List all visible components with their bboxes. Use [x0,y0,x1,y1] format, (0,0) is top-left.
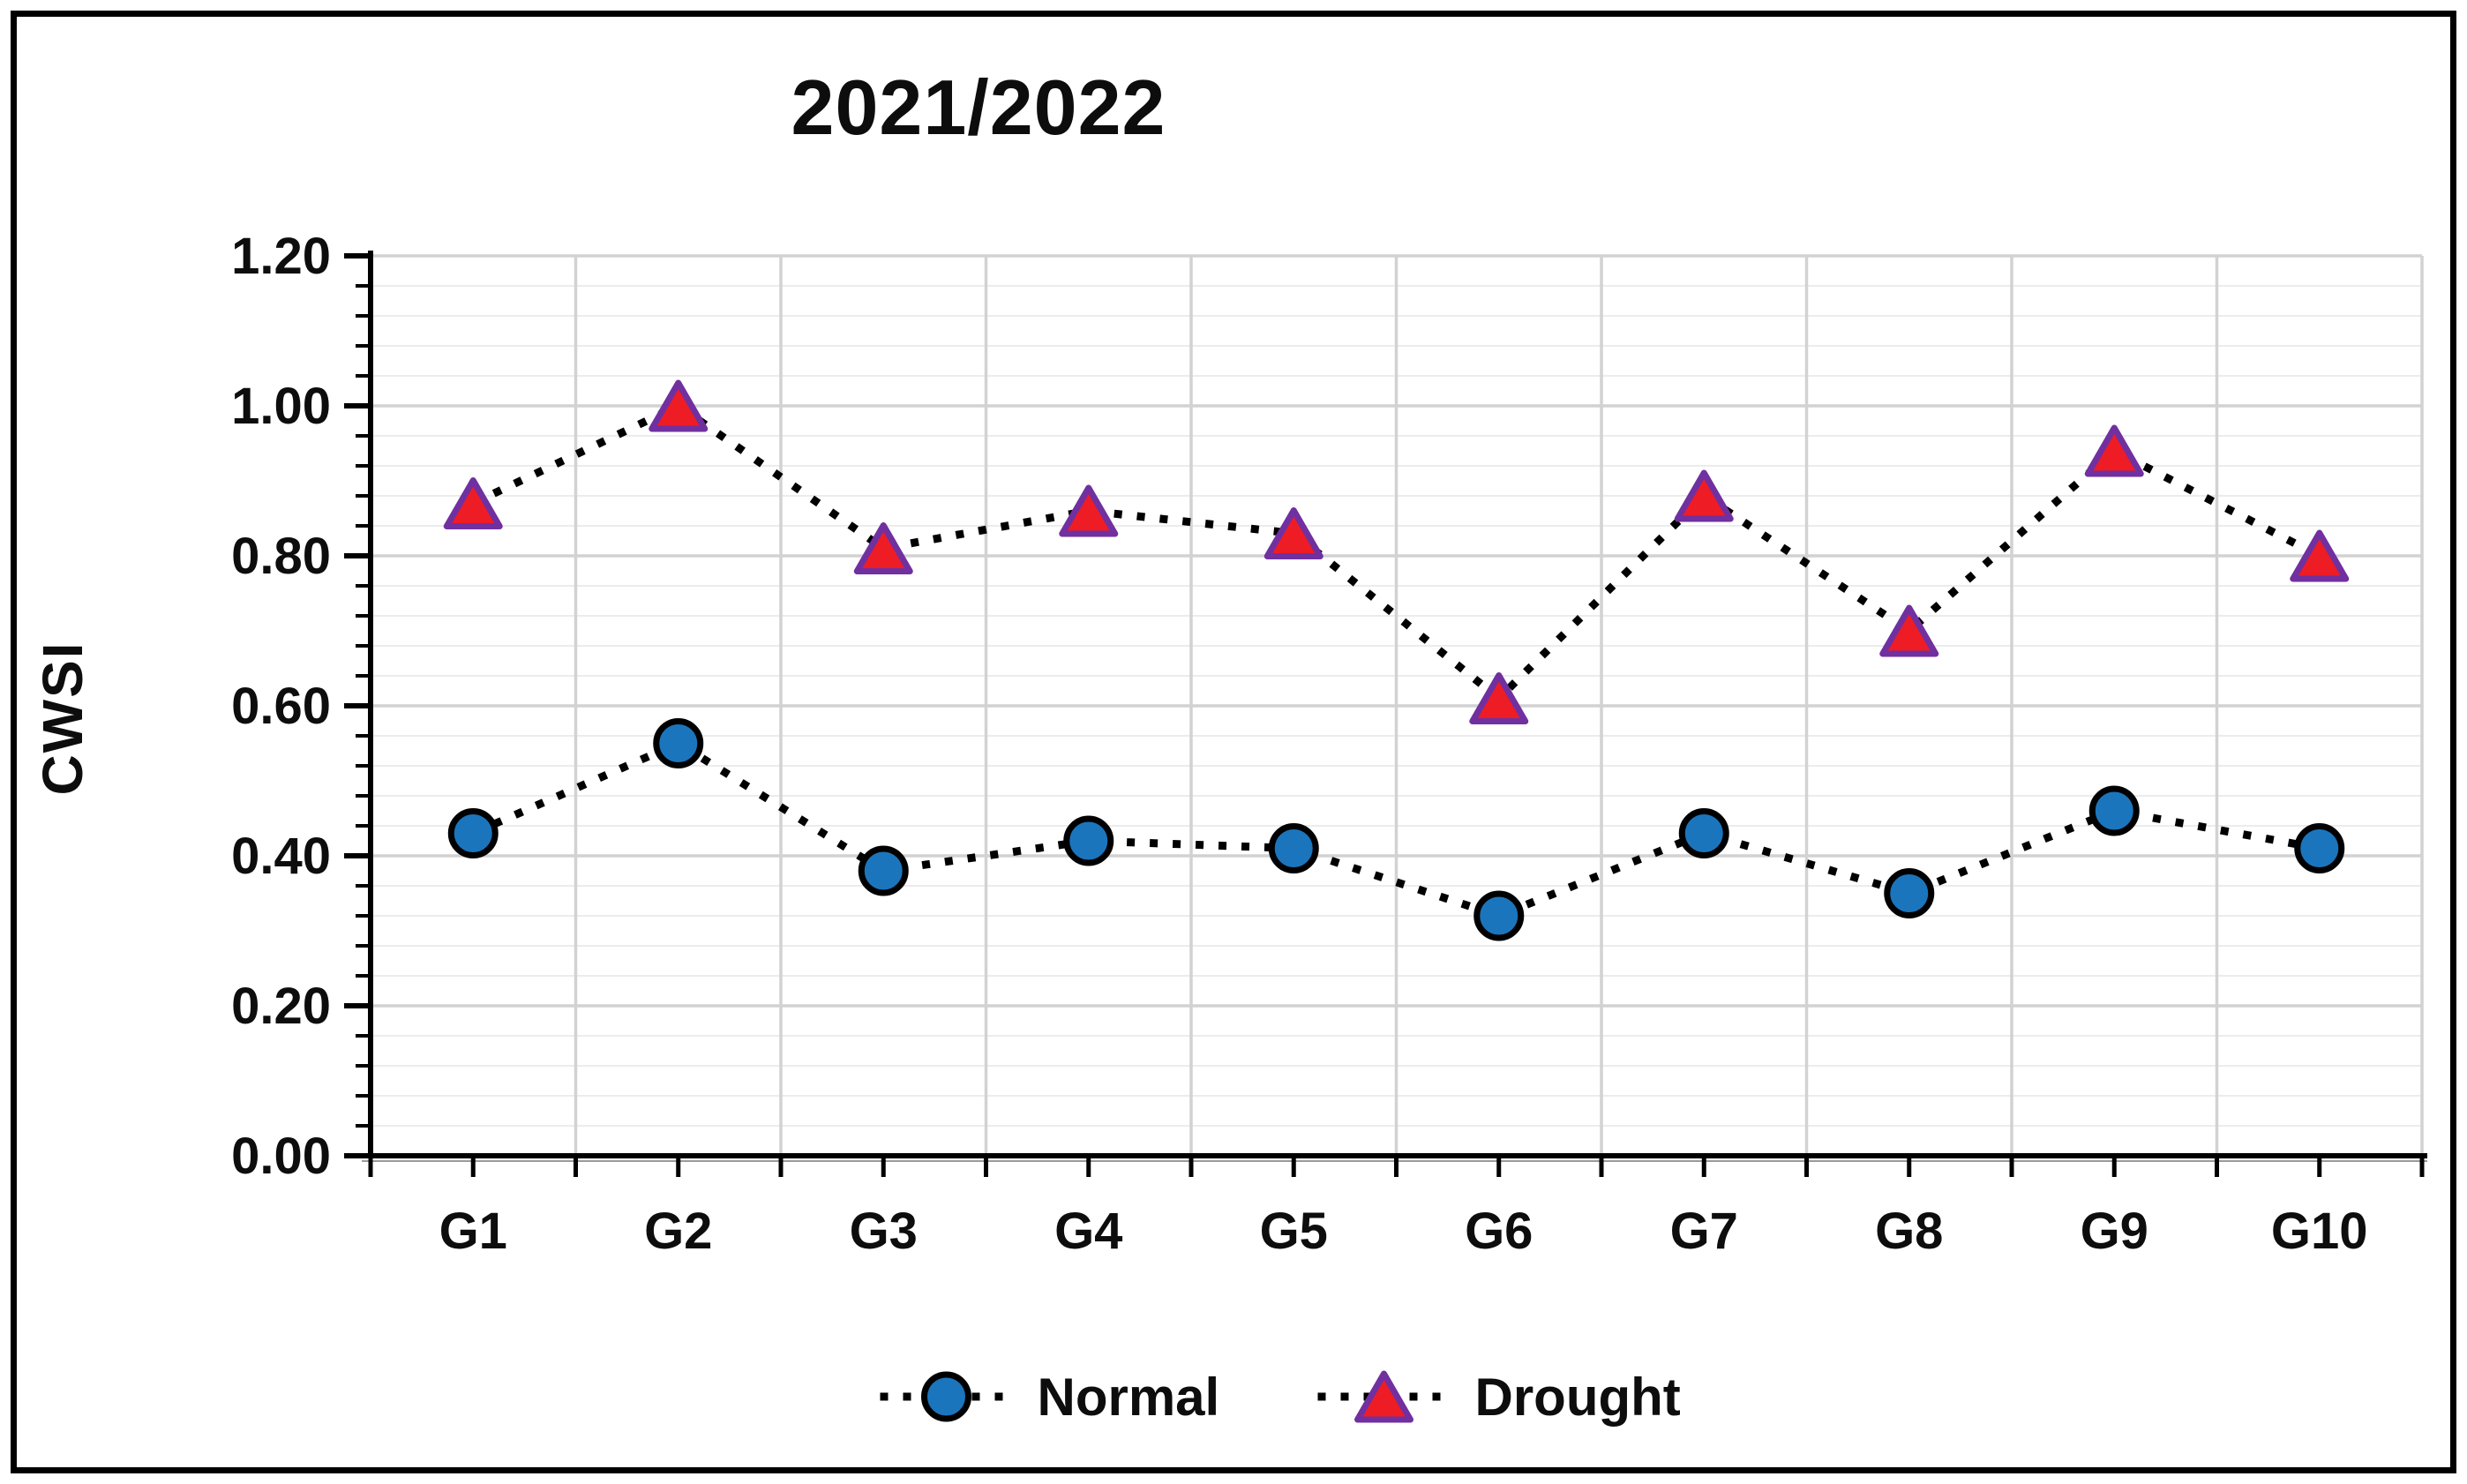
circle-marker-icon [1473,890,1525,941]
triangle-marker-icon [2290,529,2350,582]
triangle-marker-icon [853,522,913,574]
circle-marker-icon [858,845,909,896]
y-tick-label: 0.60 [231,678,331,735]
legend-item-drought: Drought [1317,1368,1681,1427]
y-tick-label: 1.20 [231,228,331,285]
triangle-marker-icon [1469,672,1529,724]
y-tick-label: 0.80 [231,528,331,585]
chart-border-frame: 2021/2022 CWSI 0.00 0.20 0.40 0.60 0.80 1.00 1… [11,11,2456,1473]
cwsi-line-chart: 0.00 0.20 0.40 0.60 0.80 1.00 1.20 G1 G2 G3 G4 G5 G6… [231,228,2427,1427]
x-tick-label: G1 [439,1203,507,1260]
x-tick-label: G5 [1260,1203,1328,1260]
x-tick-label: G9 [2081,1203,2148,1260]
triangle-marker-icon [649,379,709,432]
circle-marker-icon [1884,868,1935,918]
circle-marker-icon [1268,823,1319,873]
triangle-marker-icon [1674,469,1734,522]
y-tick-label: 0.00 [231,1128,331,1185]
triangle-marker-icon [1263,507,1323,559]
series-drought-line [471,401,2321,704]
series-normal-line [471,738,2321,920]
x-tick-label: G2 [644,1203,712,1260]
legend-label-drought: Drought [1475,1368,1681,1427]
triangle-marker-icon [2084,424,2144,477]
y-axis-title: CWSI [31,641,94,796]
circle-marker-icon [1063,815,1114,866]
x-tick-label: G4 [1054,1203,1122,1260]
x-tick-label: G7 [1670,1203,1738,1260]
chart-title: 2021/2022 [791,64,1166,151]
triangle-marker-icon [1354,1370,1413,1423]
circle-marker-icon [1678,808,1729,858]
circle-marker-icon [2088,785,2140,836]
circle-marker-icon [921,1371,971,1422]
circle-marker-icon [2294,823,2345,873]
y-tick-label: 0.40 [231,828,331,885]
triangle-marker-icon [1879,604,1939,657]
y-tick-label: 1.00 [231,378,331,435]
circle-marker-icon [447,808,499,858]
x-tick-label: G3 [850,1203,918,1260]
legend-label-normal: Normal [1038,1368,1220,1427]
triangle-marker-icon [443,477,503,529]
circle-marker-icon [653,718,704,768]
x-tick-label: G10 [2271,1203,2368,1260]
y-tick-label: 0.20 [231,978,331,1035]
triangle-marker-icon [1059,484,1119,537]
x-tick-label: G6 [1465,1203,1533,1260]
legend-item-normal: Normal [880,1368,1220,1427]
x-tick-label: G8 [1875,1203,1943,1260]
